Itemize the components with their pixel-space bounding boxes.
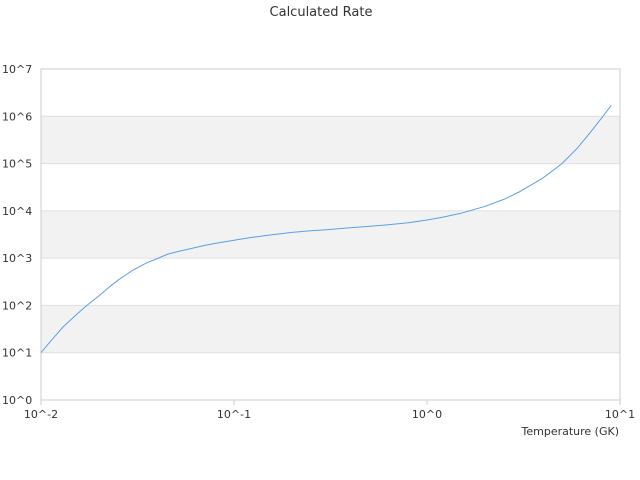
grid-band: [41, 305, 620, 353]
y-tick-label: 10^5: [2, 158, 32, 171]
y-axis-ticks: 10^0 10^1 10^2 10^3 10^4 10^5 10^6 10^7: [2, 63, 32, 407]
x-tick-label: 10^1: [605, 408, 635, 421]
grid-bands: [41, 116, 620, 353]
series-group: [40, 105, 612, 354]
y-tick-label: 10^6: [2, 110, 32, 123]
grid-lines: [41, 115, 620, 354]
y-tick-label: 10^7: [2, 63, 32, 76]
y-tick-label: 10^0: [2, 394, 32, 407]
x-tick-label: 10^0: [412, 408, 442, 421]
y-tick-label: 10^1: [2, 347, 32, 360]
y-tick-label: 10^2: [2, 299, 32, 312]
x-tick-label: 10^-1: [217, 408, 251, 421]
grid-band: [41, 116, 620, 164]
x-axis-ticks: 10^-2 10^-1 10^0 10^1: [24, 400, 635, 421]
rate-line: [40, 105, 612, 354]
x-tick-label: 10^-2: [24, 408, 58, 421]
grid-band: [41, 210, 620, 259]
chart-title: Calculated Rate: [270, 5, 373, 20]
plot-area: [40, 68, 621, 401]
y-tick-label: 10^4: [2, 205, 32, 218]
y-tick-label: 10^3: [2, 252, 32, 265]
x-axis-title: Temperature (GK): [521, 425, 620, 438]
